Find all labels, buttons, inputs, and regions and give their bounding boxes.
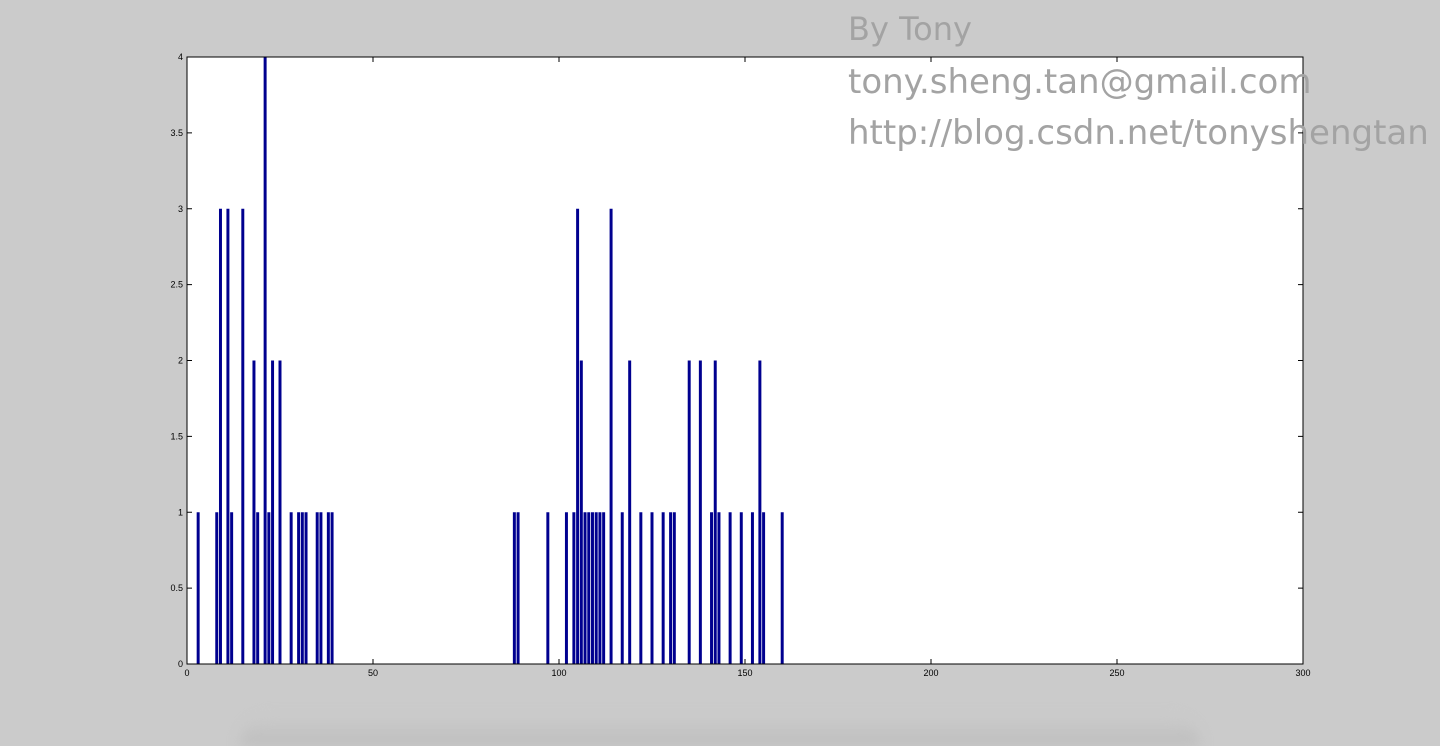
bar-42 <box>698 360 702 664</box>
bar-19 <box>330 512 334 664</box>
bar-46 <box>728 512 732 664</box>
ticks-group: 0 50 100 150 200 250 300 0 0.5 1 1.5 2 2.5 3 3.5 4 <box>170 52 1310 678</box>
y-tick-label-7: 3.5 <box>170 128 183 138</box>
bar-6 <box>252 360 256 664</box>
bar-37 <box>650 512 654 664</box>
bar-13 <box>297 512 301 664</box>
bar-17 <box>319 512 323 664</box>
x-tick-label-0: 0 <box>184 668 189 678</box>
bar-12 <box>289 512 293 664</box>
bar-20 <box>512 512 516 664</box>
y-tick-label-0: 0 <box>178 659 183 669</box>
bar-51 <box>780 512 784 664</box>
bar-16 <box>315 512 319 664</box>
x-tick-label-2: 100 <box>551 668 566 678</box>
bar-4 <box>230 512 234 664</box>
x-tick-label-4: 200 <box>923 668 938 678</box>
y-tick-label-6: 3 <box>178 204 183 214</box>
bar-22 <box>546 512 550 664</box>
bar-15 <box>304 512 308 664</box>
plot-frame <box>186 56 1304 665</box>
bar-7 <box>256 512 260 664</box>
bar-26 <box>579 360 583 664</box>
bar-5 <box>241 208 245 664</box>
bar-25 <box>576 208 580 664</box>
x-tick-label-5: 250 <box>1109 668 1124 678</box>
bar-0 <box>196 512 200 664</box>
bar-8 <box>263 57 267 664</box>
bar-11 <box>278 360 282 664</box>
bar-33 <box>609 208 613 664</box>
bar-34 <box>620 512 624 664</box>
bar-28 <box>587 512 591 664</box>
bar-2 <box>218 208 222 664</box>
bar-44 <box>713 360 717 664</box>
bar-40 <box>672 512 676 664</box>
watermark-email: tony.sheng.tan@gmail.com <box>848 62 1312 102</box>
bar-38 <box>661 512 665 664</box>
watermark-url: http://blog.csdn.net/tonyshengtan <box>848 113 1429 153</box>
x-tick-label-3: 150 <box>737 668 752 678</box>
bar-1 <box>215 512 219 664</box>
bar-21 <box>516 512 520 664</box>
y-tick-label-2: 1 <box>178 507 183 517</box>
y-tick-label-1: 0.5 <box>170 583 183 593</box>
bar-43 <box>710 512 714 664</box>
bar-48 <box>750 512 754 664</box>
watermark-author: By Tony <box>848 10 972 48</box>
bar-50 <box>762 512 766 664</box>
bar-24 <box>572 512 576 664</box>
bar-30 <box>594 512 598 664</box>
bar-41 <box>687 360 691 664</box>
bar-32 <box>602 512 606 664</box>
y-tick-label-5: 2.5 <box>170 280 183 290</box>
bar-35 <box>628 360 632 664</box>
bar-3 <box>226 208 230 664</box>
bar-29 <box>590 512 594 664</box>
bar-9 <box>267 512 271 664</box>
bar-36 <box>639 512 643 664</box>
bar-45 <box>717 512 721 664</box>
bar-14 <box>300 512 304 664</box>
window-shadow <box>240 716 1200 746</box>
plot-area <box>187 57 1303 664</box>
bar-18 <box>326 512 330 664</box>
bar-10 <box>271 360 275 664</box>
bar-23 <box>564 512 568 664</box>
bar-47 <box>739 512 743 664</box>
bar-27 <box>583 512 587 664</box>
bar-31 <box>598 512 602 664</box>
bars-group <box>196 57 784 664</box>
bar-39 <box>669 512 673 664</box>
y-tick-label-4: 2 <box>178 356 183 366</box>
bar-49 <box>758 360 762 664</box>
y-tick-label-8: 4 <box>178 52 183 62</box>
y-tick-label-3: 1.5 <box>170 431 183 441</box>
x-tick-label-6: 300 <box>1295 668 1310 678</box>
x-tick-label-1: 50 <box>368 668 378 678</box>
